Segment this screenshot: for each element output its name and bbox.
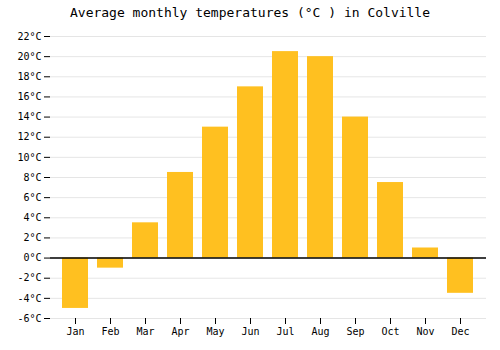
svg-text:6°C: 6°C: [23, 192, 41, 203]
svg-text:Jan: Jan: [66, 326, 84, 337]
svg-text:May: May: [206, 326, 224, 337]
svg-text:Apr: Apr: [171, 326, 189, 337]
svg-text:Jun: Jun: [241, 326, 259, 337]
svg-text:12°C: 12°C: [17, 131, 41, 142]
svg-text:0°C: 0°C: [23, 252, 41, 263]
svg-text:16°C: 16°C: [17, 91, 41, 102]
svg-text:-2°C: -2°C: [17, 272, 41, 283]
svg-text:Nov: Nov: [416, 326, 434, 337]
svg-text:Jul: Jul: [276, 326, 294, 337]
svg-text:4°C: 4°C: [23, 212, 41, 223]
html-text:Average monthly temperatures (: Average monthly temperatures (°C ) in Co…: [70, 5, 430, 20]
svg-text:10°C: 10°C: [17, 152, 41, 163]
svg-text:18°C: 18°C: [17, 71, 41, 82]
svg-text:Mar: Mar: [136, 326, 154, 337]
svg-text:Sep: Sep: [346, 326, 364, 337]
svg-text:14°C: 14°C: [17, 111, 41, 122]
svg-text:2°C: 2°C: [23, 232, 41, 243]
svg-text:Aug: Aug: [311, 326, 329, 337]
svg-text:-6°C: -6°C: [17, 313, 41, 324]
svg-text:20°C: 20°C: [17, 51, 41, 62]
svg-text:Dec: Dec: [451, 326, 469, 337]
svg-text:Feb: Feb: [101, 326, 119, 337]
svg-text:22°C: 22°C: [17, 31, 41, 42]
svg-text:Oct: Oct: [381, 326, 399, 337]
svg-text:-4°C: -4°C: [17, 293, 41, 304]
svg-text:8°C: 8°C: [23, 172, 41, 183]
